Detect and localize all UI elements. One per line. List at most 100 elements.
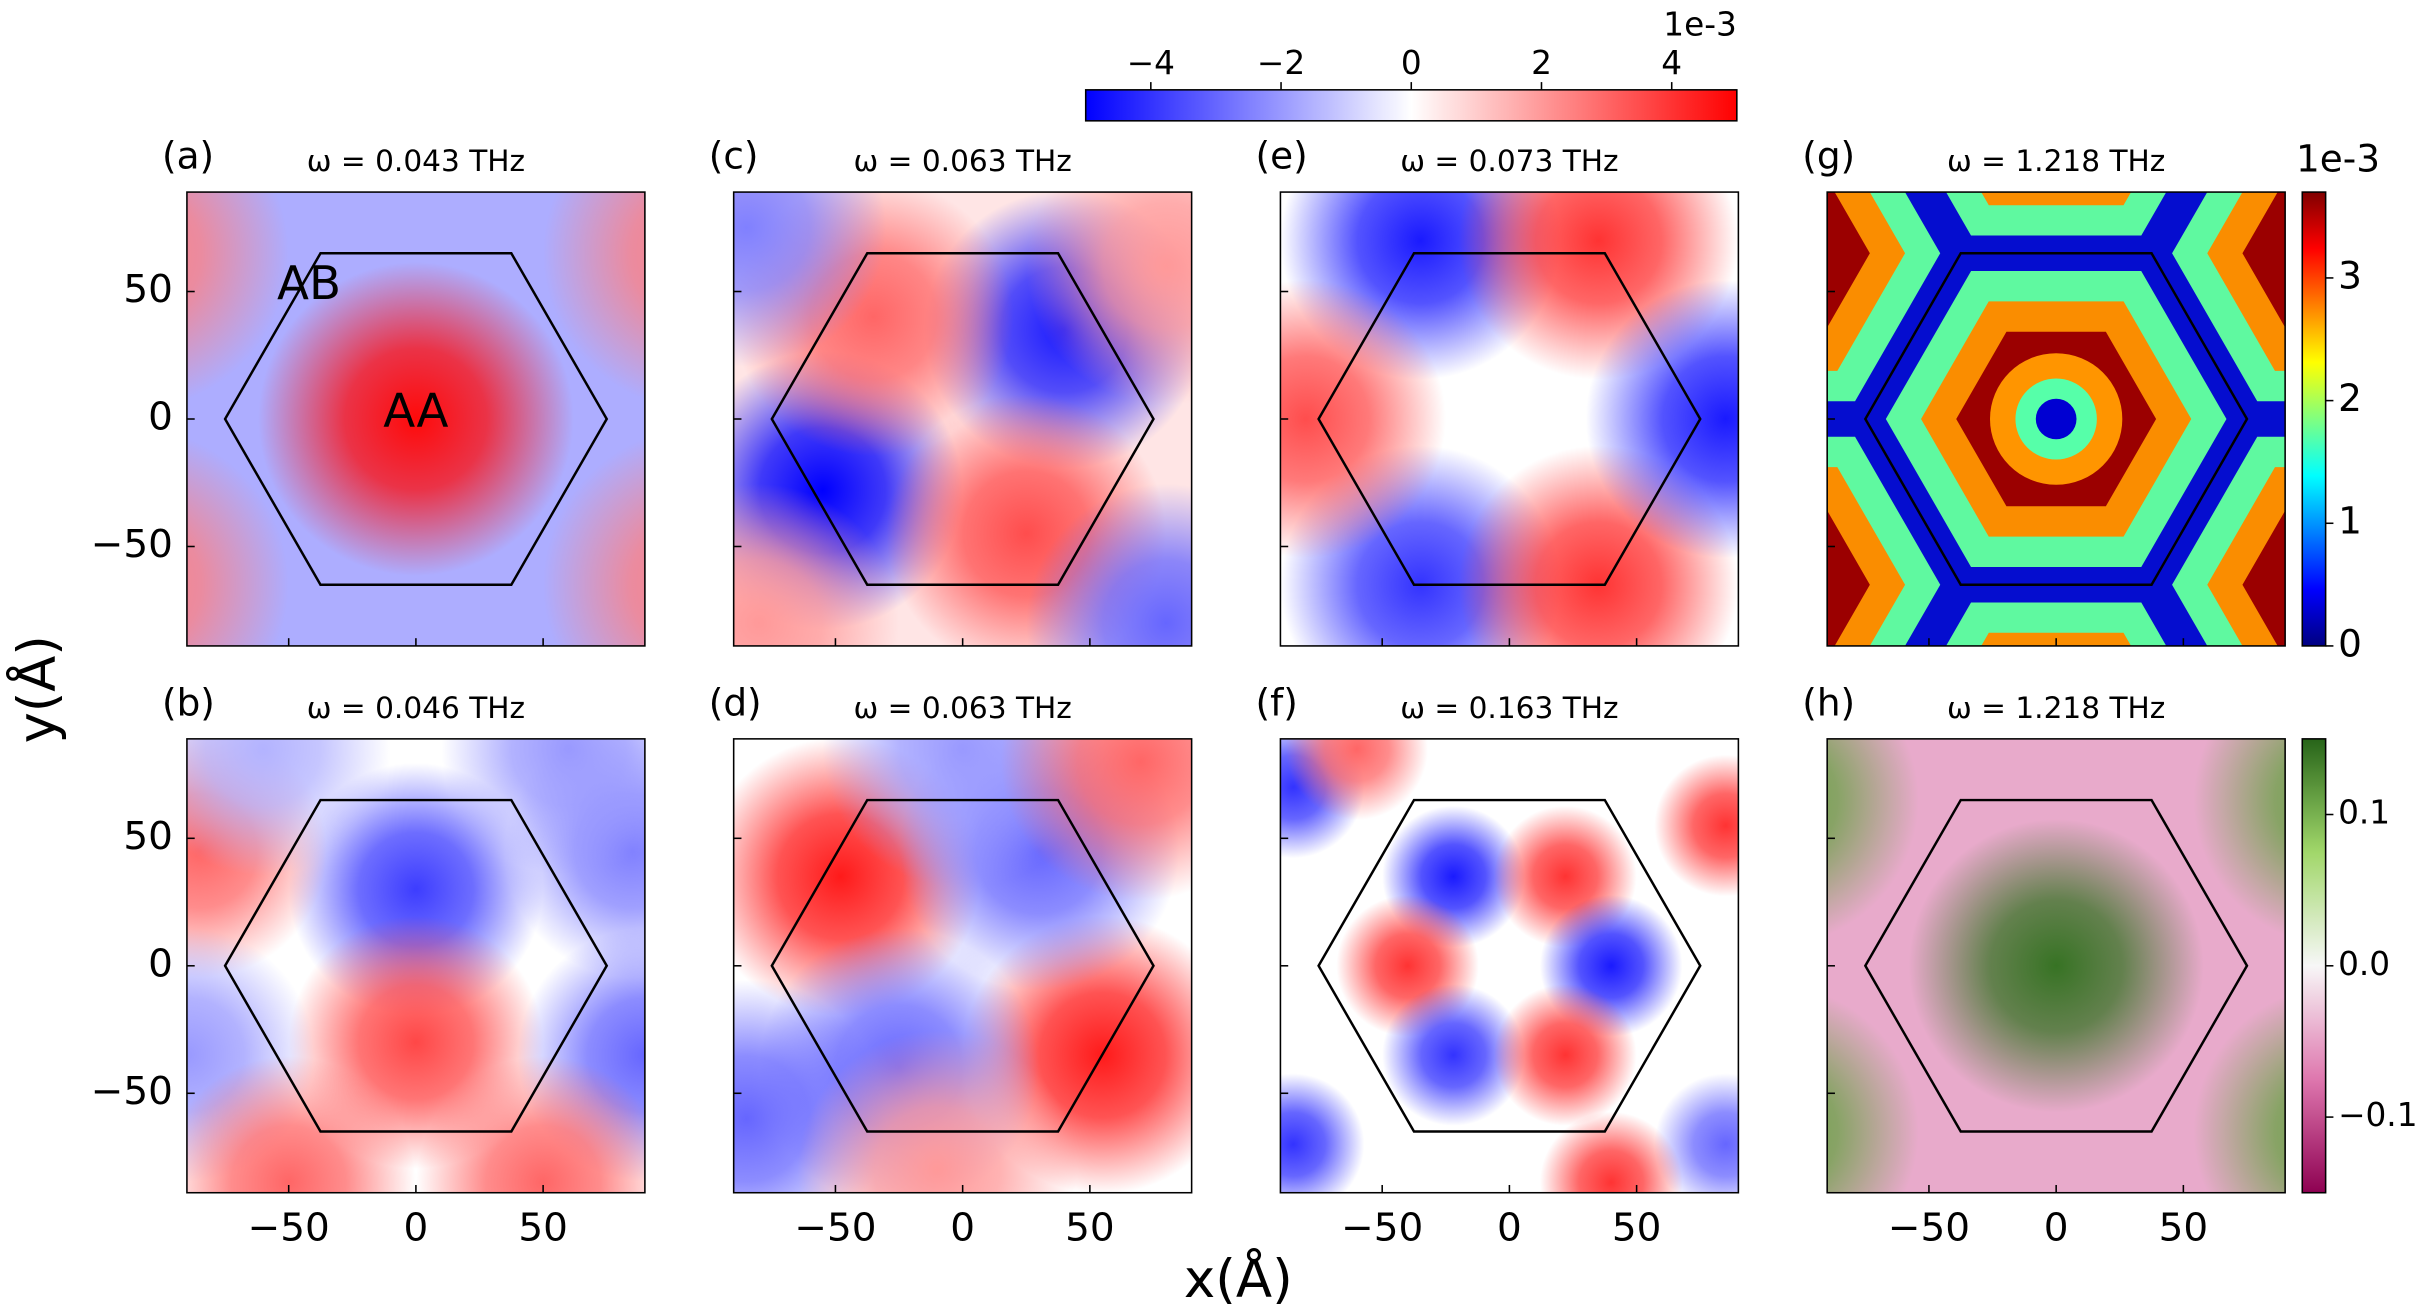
panel-label: (a) bbox=[162, 134, 214, 178]
x-tick-label: 50 bbox=[1065, 1205, 1115, 1250]
x-tick-label: −50 bbox=[1888, 1205, 1970, 1250]
cell-outline bbox=[223, 798, 609, 1133]
panel-label: (b) bbox=[162, 680, 215, 724]
field-peak bbox=[186, 1056, 416, 1193]
field-peak bbox=[543, 438, 645, 646]
panel-label: (f) bbox=[1256, 680, 1298, 724]
heatmap bbox=[733, 192, 1192, 646]
y-tick-label: 50 bbox=[123, 267, 173, 312]
cell-outline bbox=[770, 252, 1155, 586]
field-peak bbox=[186, 438, 289, 646]
field-peak bbox=[1494, 984, 1637, 1126]
field-peak bbox=[543, 192, 645, 400]
field-peak bbox=[733, 483, 900, 646]
field-peak bbox=[1285, 738, 1428, 820]
field-peak bbox=[1382, 984, 1525, 1126]
heatmap bbox=[1827, 738, 2286, 1193]
field-peak bbox=[186, 192, 289, 400]
heatmap bbox=[1280, 738, 1739, 1193]
colorbar bbox=[2301, 191, 2327, 647]
cell-outline bbox=[770, 798, 1155, 1133]
panel-title: ω = 0.073 THz bbox=[1400, 144, 1618, 178]
field-peak bbox=[1280, 279, 1446, 559]
panel-label: (h) bbox=[1802, 680, 1855, 724]
field-peak bbox=[441, 738, 645, 876]
x-tick-label: 0 bbox=[1497, 1205, 1522, 1250]
colorbar-offset-label: 1e-3 bbox=[2296, 137, 2380, 181]
y-tick-label: 0 bbox=[148, 941, 173, 986]
x-tick-label: 50 bbox=[1612, 1205, 1662, 1250]
y-tick-label: −50 bbox=[91, 522, 173, 567]
field-peak bbox=[1280, 1073, 1365, 1193]
field-peak bbox=[1026, 483, 1192, 646]
colorbar-tick-label: 1 bbox=[2338, 499, 2362, 543]
cell-outline bbox=[1317, 798, 1702, 1133]
panel-title: ω = 0.163 THz bbox=[1400, 691, 1618, 725]
panel-title: ω = 0.043 THz bbox=[307, 144, 525, 178]
panel-title: ω = 1.218 THz bbox=[1947, 144, 2165, 178]
field-peak bbox=[186, 738, 391, 876]
annotation: AB bbox=[277, 256, 341, 310]
field-peak bbox=[1000, 738, 1192, 901]
field-peak bbox=[797, 1030, 1078, 1193]
cell-outline bbox=[1863, 252, 2249, 586]
field-peak bbox=[1026, 192, 1192, 406]
colorbar-tick-label: 0 bbox=[2338, 622, 2362, 666]
field-ridge-center bbox=[2035, 398, 2077, 440]
field-peak bbox=[1585, 279, 1739, 559]
colorbar-tick-label: 4 bbox=[1661, 44, 1682, 82]
field-peak bbox=[258, 262, 574, 576]
panel-title: ω = 0.063 THz bbox=[853, 144, 1071, 178]
x-tick-label: 0 bbox=[2044, 1205, 2069, 1250]
field-peak bbox=[1827, 995, 1919, 1193]
cell-outline bbox=[1863, 798, 2249, 1133]
x-tick-label: −50 bbox=[248, 1205, 330, 1250]
x-axis-label: x(Å) bbox=[1184, 1246, 1293, 1310]
panel-label: (e) bbox=[1256, 134, 1308, 178]
x-tick-label: −50 bbox=[794, 1205, 876, 1250]
colorbar-offset-label: 1e-3 bbox=[1663, 5, 1737, 43]
colorbar bbox=[2301, 738, 2327, 1194]
panel-title: ω = 1.218 THz bbox=[1947, 691, 2165, 725]
field-peak bbox=[1908, 819, 2204, 1113]
field-peak bbox=[2193, 738, 2286, 936]
heatmap bbox=[186, 738, 645, 1193]
field-peak bbox=[1654, 1073, 1739, 1193]
panel-label: (d) bbox=[709, 680, 762, 724]
field-peak bbox=[2193, 995, 2286, 1193]
panel-label: (g) bbox=[1802, 134, 1855, 178]
cell-outline bbox=[1317, 252, 1702, 586]
colorbar-tick-label: 0.1 bbox=[2338, 794, 2390, 832]
cell-outline bbox=[223, 252, 609, 586]
colorbar-tick-label: −2 bbox=[1257, 44, 1305, 82]
y-axis-label: y(Å) bbox=[4, 635, 68, 743]
field-peak bbox=[733, 192, 887, 367]
field-peak bbox=[415, 1056, 645, 1193]
colorbar-tick-label: 3 bbox=[2338, 254, 2362, 298]
x-tick-label: 0 bbox=[404, 1205, 429, 1250]
x-tick-label: −50 bbox=[1341, 1205, 1423, 1250]
colorbar bbox=[1084, 89, 1738, 122]
field-peak bbox=[1827, 738, 1919, 936]
x-tick-label: 50 bbox=[2159, 1205, 2209, 1250]
annotation: AA bbox=[383, 383, 448, 437]
x-tick-label: 0 bbox=[950, 1205, 975, 1250]
colorbar-tick-label: 2 bbox=[2338, 376, 2362, 420]
colorbar-tick-label: 0.0 bbox=[2338, 945, 2390, 983]
panel-title: ω = 0.046 THz bbox=[307, 691, 525, 725]
x-tick-label: 50 bbox=[518, 1205, 568, 1250]
heatmap bbox=[1280, 192, 1739, 646]
y-tick-label: −50 bbox=[91, 1069, 173, 1114]
panel-label: (c) bbox=[709, 134, 759, 178]
panel-title: ω = 0.063 THz bbox=[853, 691, 1071, 725]
y-tick-label: 0 bbox=[148, 395, 173, 440]
colorbar-tick-label: 0 bbox=[1401, 44, 1422, 82]
field-peak bbox=[1654, 754, 1739, 897]
colorbar-tick-label: −0.1 bbox=[2338, 1096, 2417, 1134]
heatmap bbox=[733, 738, 1192, 1193]
y-tick-label: 50 bbox=[123, 814, 173, 859]
colorbar-tick-label: 2 bbox=[1531, 44, 1552, 82]
colorbar-tick-label: −4 bbox=[1127, 44, 1175, 82]
